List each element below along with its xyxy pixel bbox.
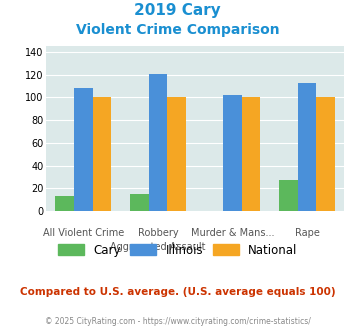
Legend: Cary, Illinois, National: Cary, Illinois, National xyxy=(58,244,297,256)
Bar xyxy=(93,97,111,211)
Bar xyxy=(316,97,335,211)
Bar xyxy=(242,97,261,211)
Text: Violent Crime Comparison: Violent Crime Comparison xyxy=(76,23,279,37)
Text: Rape: Rape xyxy=(295,228,320,238)
Bar xyxy=(167,97,186,211)
Bar xyxy=(279,181,298,211)
Text: Aggravated Assault: Aggravated Assault xyxy=(110,242,206,252)
Text: 2019 Cary: 2019 Cary xyxy=(134,3,221,18)
Bar xyxy=(74,88,93,211)
Bar xyxy=(55,196,74,211)
Bar xyxy=(223,95,242,211)
Text: Murder & Mans...: Murder & Mans... xyxy=(191,228,274,238)
Text: Robbery: Robbery xyxy=(138,228,178,238)
Text: Compared to U.S. average. (U.S. average equals 100): Compared to U.S. average. (U.S. average … xyxy=(20,287,335,297)
Bar xyxy=(149,74,167,211)
Text: © 2025 CityRating.com - https://www.cityrating.com/crime-statistics/: © 2025 CityRating.com - https://www.city… xyxy=(45,317,310,326)
Bar xyxy=(298,82,316,211)
Text: All Violent Crime: All Violent Crime xyxy=(43,228,124,238)
Bar xyxy=(130,194,149,211)
